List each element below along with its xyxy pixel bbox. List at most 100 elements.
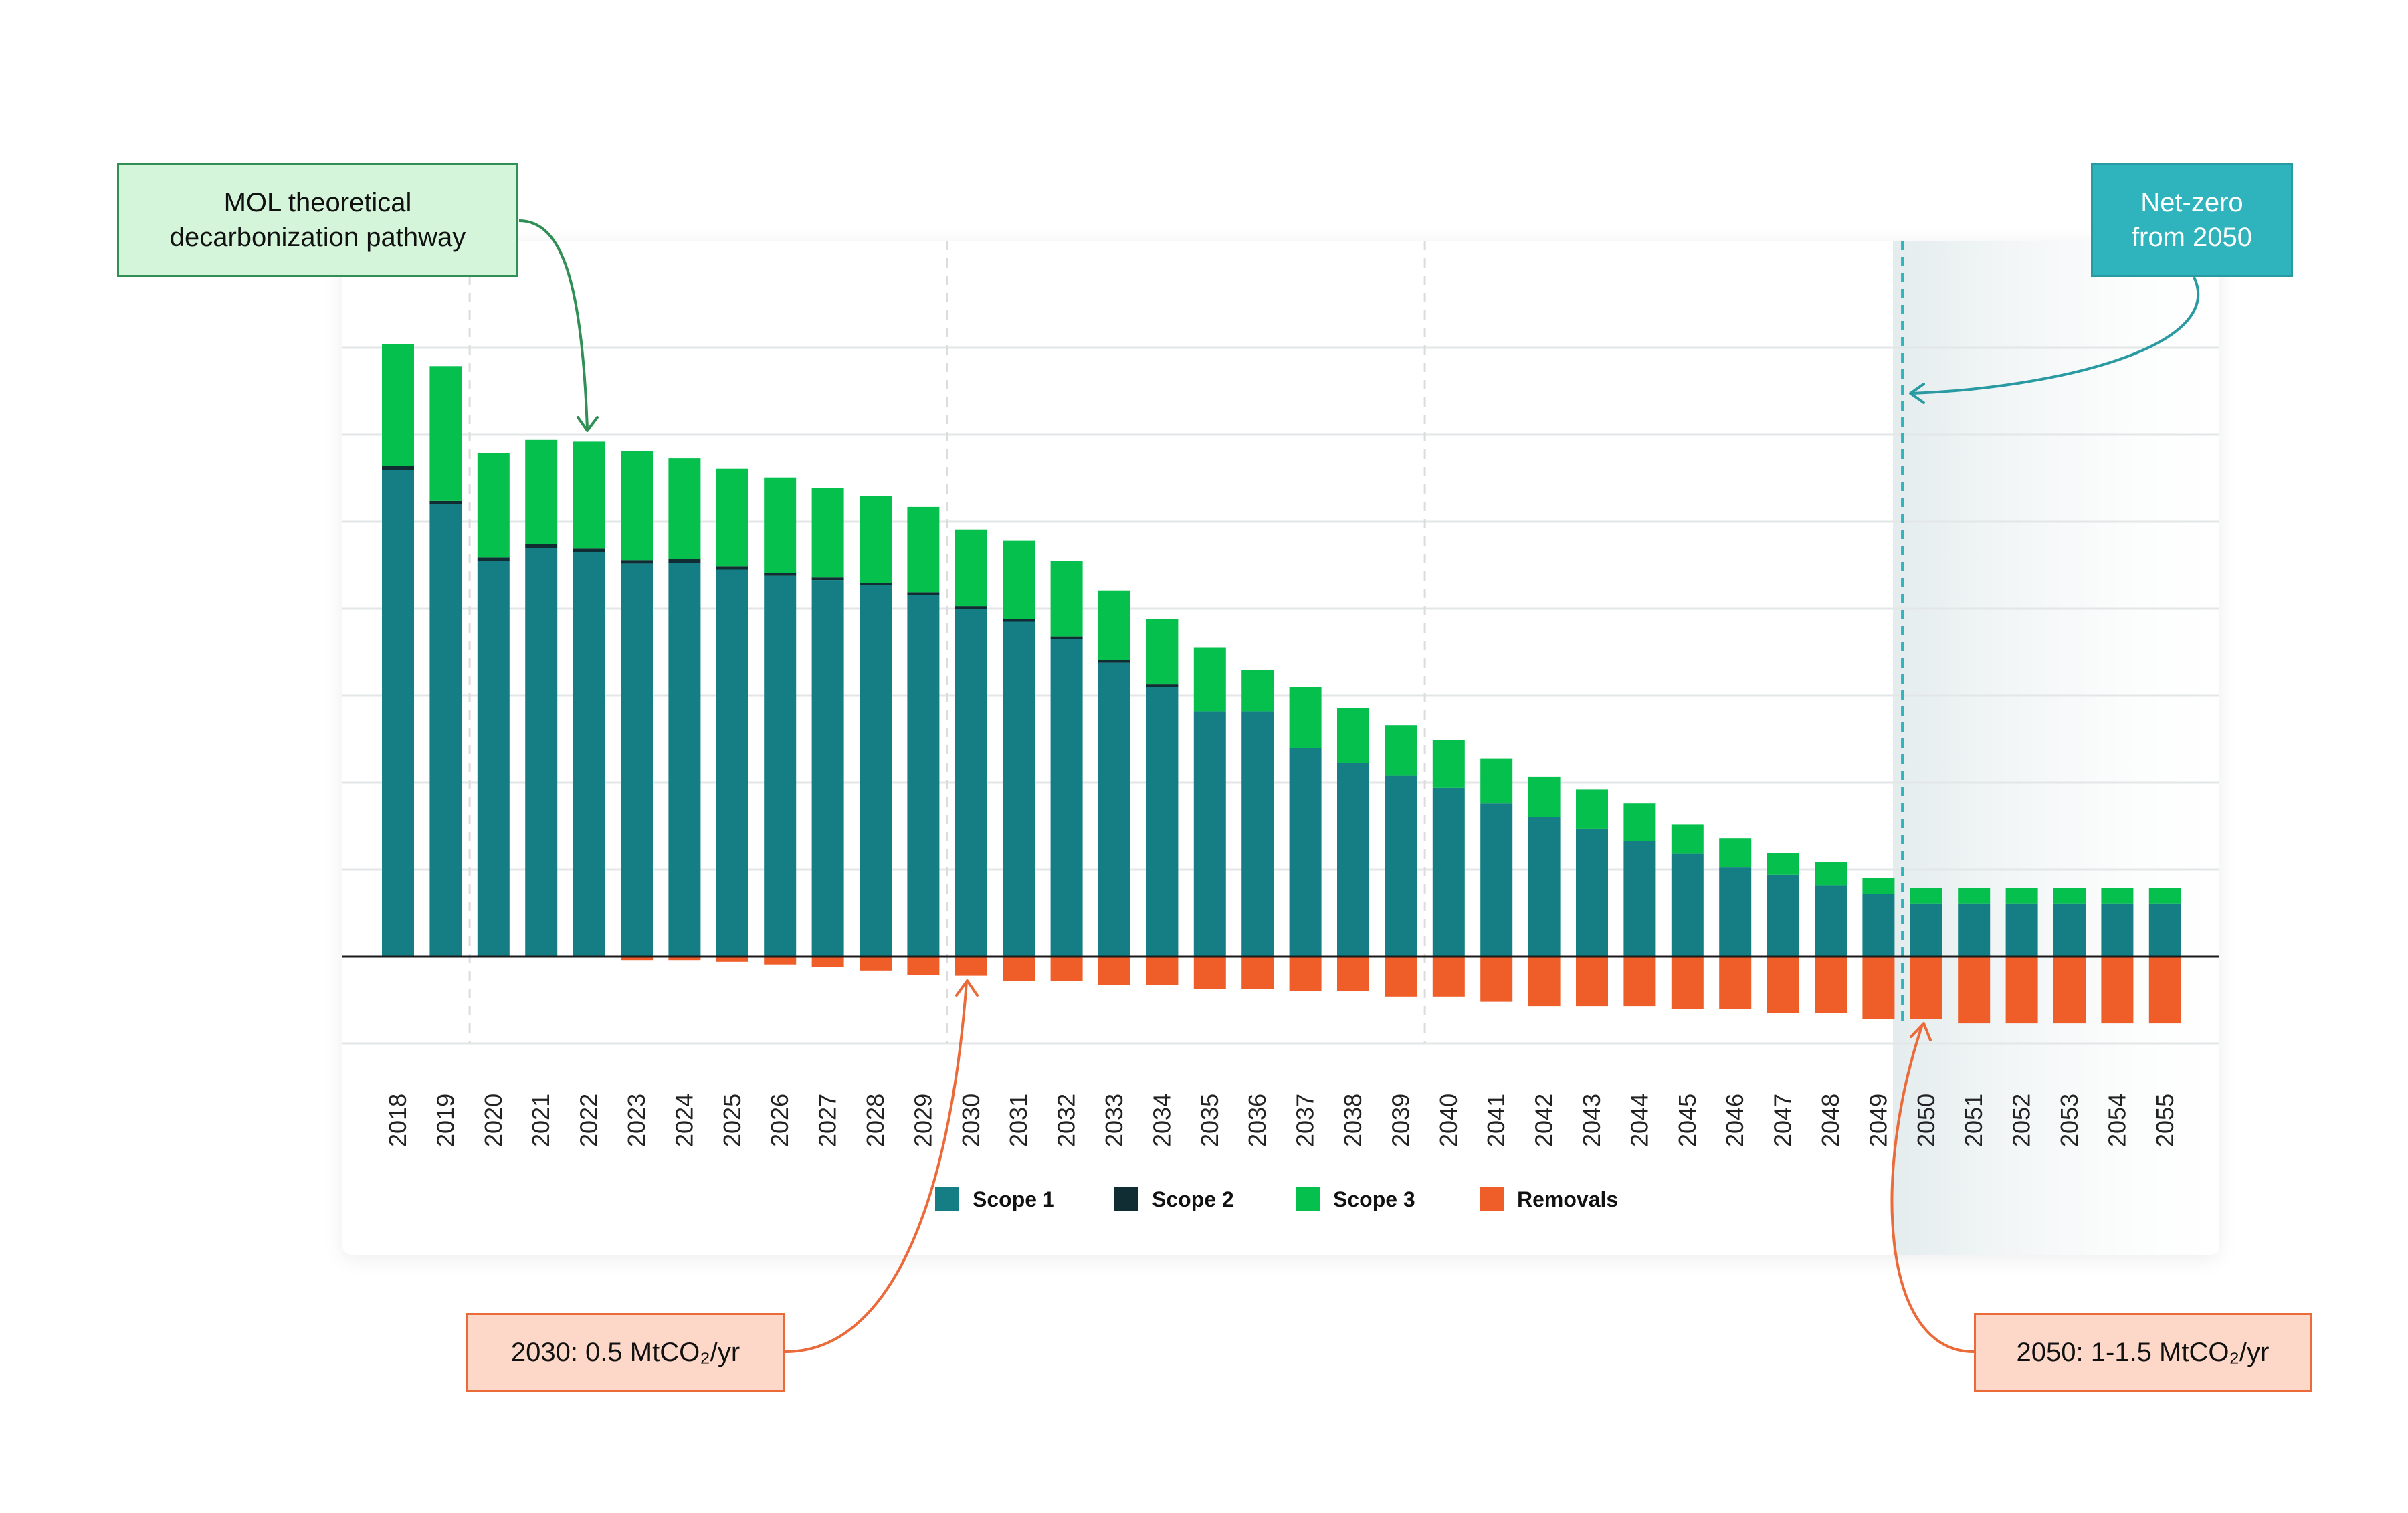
bar-scope-3-2019 [429, 366, 462, 501]
bar-removals-2032 [1050, 956, 1083, 981]
bar-scope-3-2024 [668, 458, 701, 559]
bar-scope-1-2049 [1862, 894, 1895, 956]
bar-removals-2041 [1480, 956, 1513, 1002]
x-tick-label: 2024 [670, 1094, 698, 1147]
removals-2030-arrow [785, 981, 968, 1353]
x-tick-label: 2038 [1339, 1094, 1367, 1147]
x-tick-label: 2020 [480, 1094, 507, 1147]
legend-swatch [1480, 1187, 1504, 1211]
pathway-callout: MOL theoretical decarbonization pathway [117, 163, 518, 277]
bar-scope-3-2041 [1480, 758, 1513, 804]
x-tick-label: 2021 [527, 1094, 555, 1147]
legend-label: Scope 1 [973, 1187, 1055, 1211]
x-tick-label: 2029 [909, 1094, 936, 1147]
x-tick-label: 2040 [1435, 1094, 1462, 1147]
bar-removals-2038 [1337, 956, 1369, 991]
x-tick-label: 2051 [1960, 1094, 1987, 1147]
bar-removals-2050 [1910, 956, 1942, 1019]
bar-scope-2-2032 [1050, 636, 1083, 639]
x-tick-label: 2044 [1625, 1094, 1653, 1147]
x-tick-label: 2048 [1817, 1094, 1844, 1147]
x-tick-label: 2019 [431, 1094, 459, 1147]
bar-scope-3-2026 [764, 477, 797, 573]
bar-scope-1-2028 [860, 585, 892, 956]
x-tick-label: 2036 [1243, 1094, 1271, 1147]
removals-2030-arrow-head [955, 979, 979, 997]
bar-scope-3-2044 [1623, 803, 1656, 841]
x-tick-label: 2030 [957, 1094, 985, 1147]
bar-removals-2031 [1003, 956, 1035, 981]
bar-removals-2029 [907, 956, 940, 975]
bar-scope-1-2018 [382, 470, 414, 956]
bar-scope-3-2054 [2101, 888, 2134, 904]
bar-scope-1-2023 [621, 563, 653, 956]
bar-removals-2055 [2148, 956, 2181, 1024]
x-tick-label: 2034 [1148, 1094, 1175, 1147]
bar-scope-1-2031 [1003, 621, 1035, 956]
bar-scope-1-2048 [1815, 885, 1847, 956]
bar-scope-3-2043 [1576, 789, 1608, 829]
bar-scope-2-2026 [764, 573, 797, 576]
x-tick-label: 2023 [623, 1094, 650, 1147]
bar-scope-2-2027 [811, 577, 844, 581]
bar-scope-3-2023 [621, 451, 653, 561]
bar-scope-3-2055 [2148, 888, 2181, 904]
bar-removals-2035 [1193, 956, 1226, 989]
bar-scope-2-2022 [573, 548, 605, 552]
bar-scope-3-2033 [1098, 590, 1130, 660]
bar-scope-3-2049 [1862, 878, 1895, 894]
bar-scope-3-2030 [955, 529, 987, 607]
bar-scope-1-2021 [525, 548, 558, 956]
bar-removals-2026 [764, 956, 797, 965]
x-tick-label: 2050 [1912, 1094, 1940, 1147]
bar-scope-3-2021 [525, 439, 558, 544]
netzero-callout-line-2: from 2050 [2131, 223, 2253, 252]
x-tick-label: 2032 [1053, 1094, 1080, 1147]
bar-removals-2039 [1385, 956, 1417, 997]
x-tick-label: 2028 [862, 1094, 889, 1147]
bar-removals-2040 [1432, 956, 1465, 997]
bar-scope-1-2047 [1767, 874, 1799, 956]
bar-scope-3-2036 [1241, 670, 1274, 712]
bar-scope-3-2047 [1767, 853, 1799, 875]
bar-scope-3-2027 [811, 488, 844, 578]
netzero-shaded-region [1893, 241, 2219, 1255]
bar-removals-2052 [2005, 956, 2038, 1024]
bar-scope-1-2040 [1432, 787, 1465, 956]
bar-scope-3-2025 [716, 468, 748, 567]
legend-swatch [935, 1187, 959, 1211]
bar-scope-3-2053 [2053, 888, 2086, 904]
bar-scope-2-2019 [429, 500, 462, 504]
bar-scope-3-2046 [1719, 838, 1752, 868]
x-tick-label: 2049 [1864, 1094, 1892, 1147]
bar-scope-1-2035 [1193, 711, 1226, 956]
bar-scope-1-2024 [668, 563, 701, 956]
bar-removals-2047 [1767, 956, 1799, 1013]
removals-2030-text: 2030: 0.5 MtCO₂/yr [510, 1338, 740, 1367]
bar-scope-3-2045 [1671, 824, 1704, 854]
bar-scope-1-2032 [1050, 639, 1083, 956]
bar-scope-1-2025 [716, 569, 748, 956]
bar-scope-1-2042 [1528, 817, 1561, 956]
x-tick-label: 2045 [1674, 1094, 1701, 1147]
x-tick-label: 2027 [814, 1094, 841, 1147]
bar-scope-1-2019 [429, 504, 462, 956]
bar-scope-3-2031 [1003, 540, 1035, 619]
bar-removals-2024 [668, 956, 701, 961]
bar-scope-1-2027 [811, 580, 844, 956]
pathway-callout-line-1: MOL theoretical [223, 188, 412, 217]
bar-scope-3-2028 [860, 496, 892, 583]
bar-scope-1-2054 [2101, 903, 2134, 956]
bar-scope-2-2020 [477, 557, 510, 561]
bar-removals-2025 [716, 956, 748, 962]
bar-scope-1-2036 [1241, 711, 1274, 956]
bar-removals-2036 [1241, 956, 1274, 989]
bar-scope-2-2034 [1146, 684, 1179, 687]
bar-scope-1-2050 [1910, 903, 1942, 956]
bar-removals-2042 [1528, 956, 1561, 1007]
x-tick-label: 2039 [1387, 1094, 1414, 1147]
bar-scope-1-2034 [1146, 687, 1179, 956]
bar-removals-2046 [1719, 956, 1752, 1009]
bar-scope-3-2048 [1815, 862, 1847, 886]
